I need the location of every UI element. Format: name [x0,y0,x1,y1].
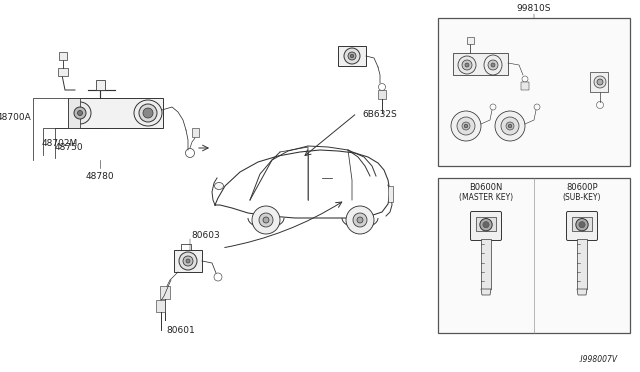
Bar [572,217,592,231]
Text: (SUB-KEY): (SUB-KEY) [563,193,601,202]
Circle shape [579,222,585,228]
Circle shape [350,54,354,58]
Bar [438,178,630,333]
Circle shape [597,79,603,85]
Ellipse shape [139,104,157,122]
Ellipse shape [134,100,162,126]
Text: 48702M: 48702M [42,138,78,148]
Circle shape [357,217,363,223]
Circle shape [465,63,469,67]
Bar [68,98,80,128]
Bar [453,53,508,75]
Circle shape [263,217,269,223]
Bar [521,82,529,90]
Circle shape [348,52,356,60]
Circle shape [186,259,190,263]
Circle shape [488,60,498,70]
Circle shape [353,213,367,227]
Circle shape [464,124,468,128]
Bar [467,37,474,44]
Text: 48700A: 48700A [0,113,31,122]
Circle shape [483,222,489,228]
Bar [96,80,105,90]
Bar [577,239,587,289]
Bar [338,46,366,66]
Circle shape [77,110,83,115]
Circle shape [143,108,153,118]
Circle shape [506,122,514,130]
Circle shape [480,218,492,231]
Text: 48750: 48750 [55,142,84,151]
Ellipse shape [484,55,502,75]
Circle shape [252,206,280,234]
Bar [481,239,491,289]
Circle shape [594,76,606,88]
Circle shape [179,252,197,270]
Circle shape [69,102,91,124]
Circle shape [495,111,525,141]
Text: 80603: 80603 [191,231,220,240]
FancyBboxPatch shape [566,212,598,241]
Bar [174,250,202,272]
Polygon shape [577,289,587,295]
Circle shape [491,63,495,67]
FancyBboxPatch shape [470,212,502,241]
Bar [156,300,165,312]
Text: 99810S: 99810S [516,4,551,13]
Text: 80601: 80601 [166,326,195,335]
Circle shape [74,107,86,119]
Bar [476,217,496,231]
Circle shape [501,117,519,135]
Text: 6B632S: 6B632S [362,110,397,119]
Ellipse shape [214,183,223,189]
Polygon shape [481,289,491,295]
Bar [58,68,68,76]
Circle shape [576,218,588,231]
Bar [378,90,386,99]
Circle shape [508,124,512,128]
Bar [68,98,163,128]
Circle shape [462,60,472,70]
Bar [192,128,199,137]
Circle shape [344,48,360,64]
Bar [388,186,393,202]
Text: (MASTER KEY): (MASTER KEY) [459,193,513,202]
Text: 80600P: 80600P [566,183,598,192]
Circle shape [457,117,475,135]
Circle shape [259,213,273,227]
Bar [438,18,630,166]
Circle shape [462,122,470,130]
Bar [59,52,67,60]
Circle shape [183,256,193,266]
Circle shape [451,111,481,141]
Text: .I998007V: .I998007V [579,355,618,364]
Bar [590,72,608,92]
Bar [160,286,170,299]
Text: 48780: 48780 [86,172,115,181]
Text: B0600N: B0600N [469,183,502,192]
Circle shape [346,206,374,234]
Circle shape [458,56,476,74]
